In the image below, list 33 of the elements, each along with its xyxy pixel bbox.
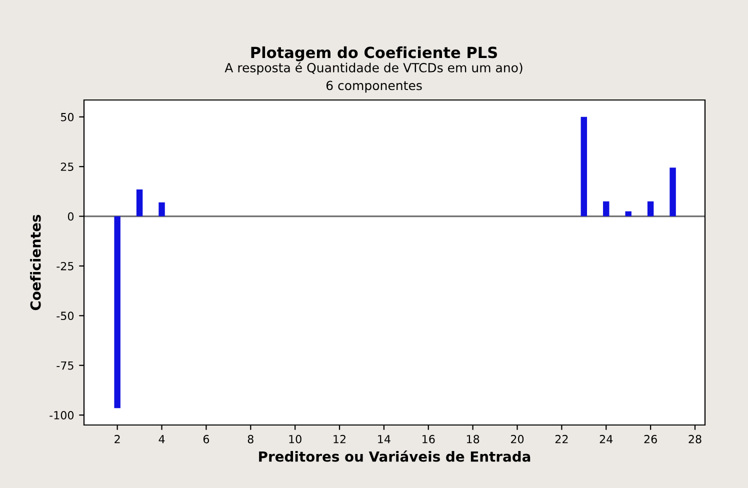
- x-tick-label: 2: [114, 434, 120, 444]
- x-tick-label: 12: [334, 434, 346, 444]
- y-tick-label: -75: [56, 361, 74, 370]
- bar: [647, 201, 654, 216]
- x-tick-label: 18: [466, 434, 480, 444]
- y-axis-title: Coeficientes: [30, 214, 41, 310]
- x-tick-label: 8: [248, 434, 254, 444]
- y-tick-label: 50: [60, 112, 74, 122]
- x-axis-title: Preditores ou Variáveis de Entrada: [259, 450, 530, 462]
- bar: [114, 216, 120, 408]
- x-tick-label: 20: [511, 434, 524, 444]
- bar: [158, 202, 165, 216]
- x-tick-label: 10: [289, 434, 302, 444]
- x-tick-label: 16: [422, 434, 435, 444]
- bar: [603, 201, 610, 216]
- x-tick-label: 24: [600, 434, 613, 444]
- x-tick-label: 4: [158, 435, 165, 444]
- x-tick-label: 28: [688, 434, 702, 444]
- y-tick-label: -100: [50, 411, 74, 420]
- x-tick-label: 22: [555, 434, 568, 444]
- bar: [580, 116, 588, 216]
- x-tick-label: 14: [378, 435, 390, 444]
- bar: [136, 189, 143, 216]
- y-tick-label: 25: [60, 162, 74, 171]
- y-tick-label: 0: [68, 212, 74, 221]
- y-tick-label: -50: [56, 312, 74, 320]
- bar: [625, 211, 632, 216]
- bar: [670, 168, 676, 216]
- chart-title: Plotagem do Coeficiente PLS: [251, 46, 497, 62]
- y-tick-label: -25: [56, 262, 74, 270]
- chart-subtitle: A resposta é Quantidade de VTCDs em um ano) 6 componentes: [224, 62, 522, 93]
- x-tick-label: 6: [203, 434, 210, 444]
- x-tick-label: 26: [644, 434, 657, 444]
